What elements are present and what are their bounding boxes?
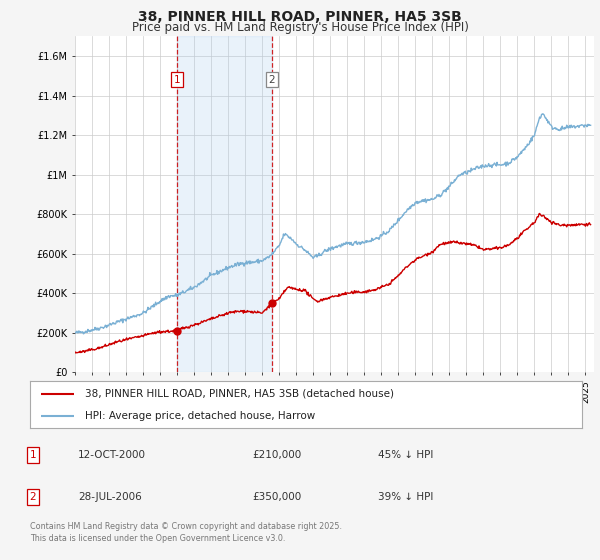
Text: 1: 1 [174,75,181,85]
Text: 28-JUL-2006: 28-JUL-2006 [78,492,142,502]
Text: 38, PINNER HILL ROAD, PINNER, HA5 3SB (detached house): 38, PINNER HILL ROAD, PINNER, HA5 3SB (d… [85,389,394,399]
Text: 1: 1 [29,450,37,460]
Text: 39% ↓ HPI: 39% ↓ HPI [378,492,433,502]
Text: 2: 2 [269,75,275,85]
Text: Contains HM Land Registry data © Crown copyright and database right 2025.
This d: Contains HM Land Registry data © Crown c… [30,522,342,543]
Text: 12-OCT-2000: 12-OCT-2000 [78,450,146,460]
Text: 45% ↓ HPI: 45% ↓ HPI [378,450,433,460]
Bar [177,36,272,372]
Text: 2: 2 [29,492,37,502]
Text: £350,000: £350,000 [252,492,301,502]
Text: £210,000: £210,000 [252,450,301,460]
Text: HPI: Average price, detached house, Harrow: HPI: Average price, detached house, Harr… [85,410,316,421]
Text: Price paid vs. HM Land Registry's House Price Index (HPI): Price paid vs. HM Land Registry's House … [131,21,469,34]
Text: 38, PINNER HILL ROAD, PINNER, HA5 3SB: 38, PINNER HILL ROAD, PINNER, HA5 3SB [138,10,462,24]
